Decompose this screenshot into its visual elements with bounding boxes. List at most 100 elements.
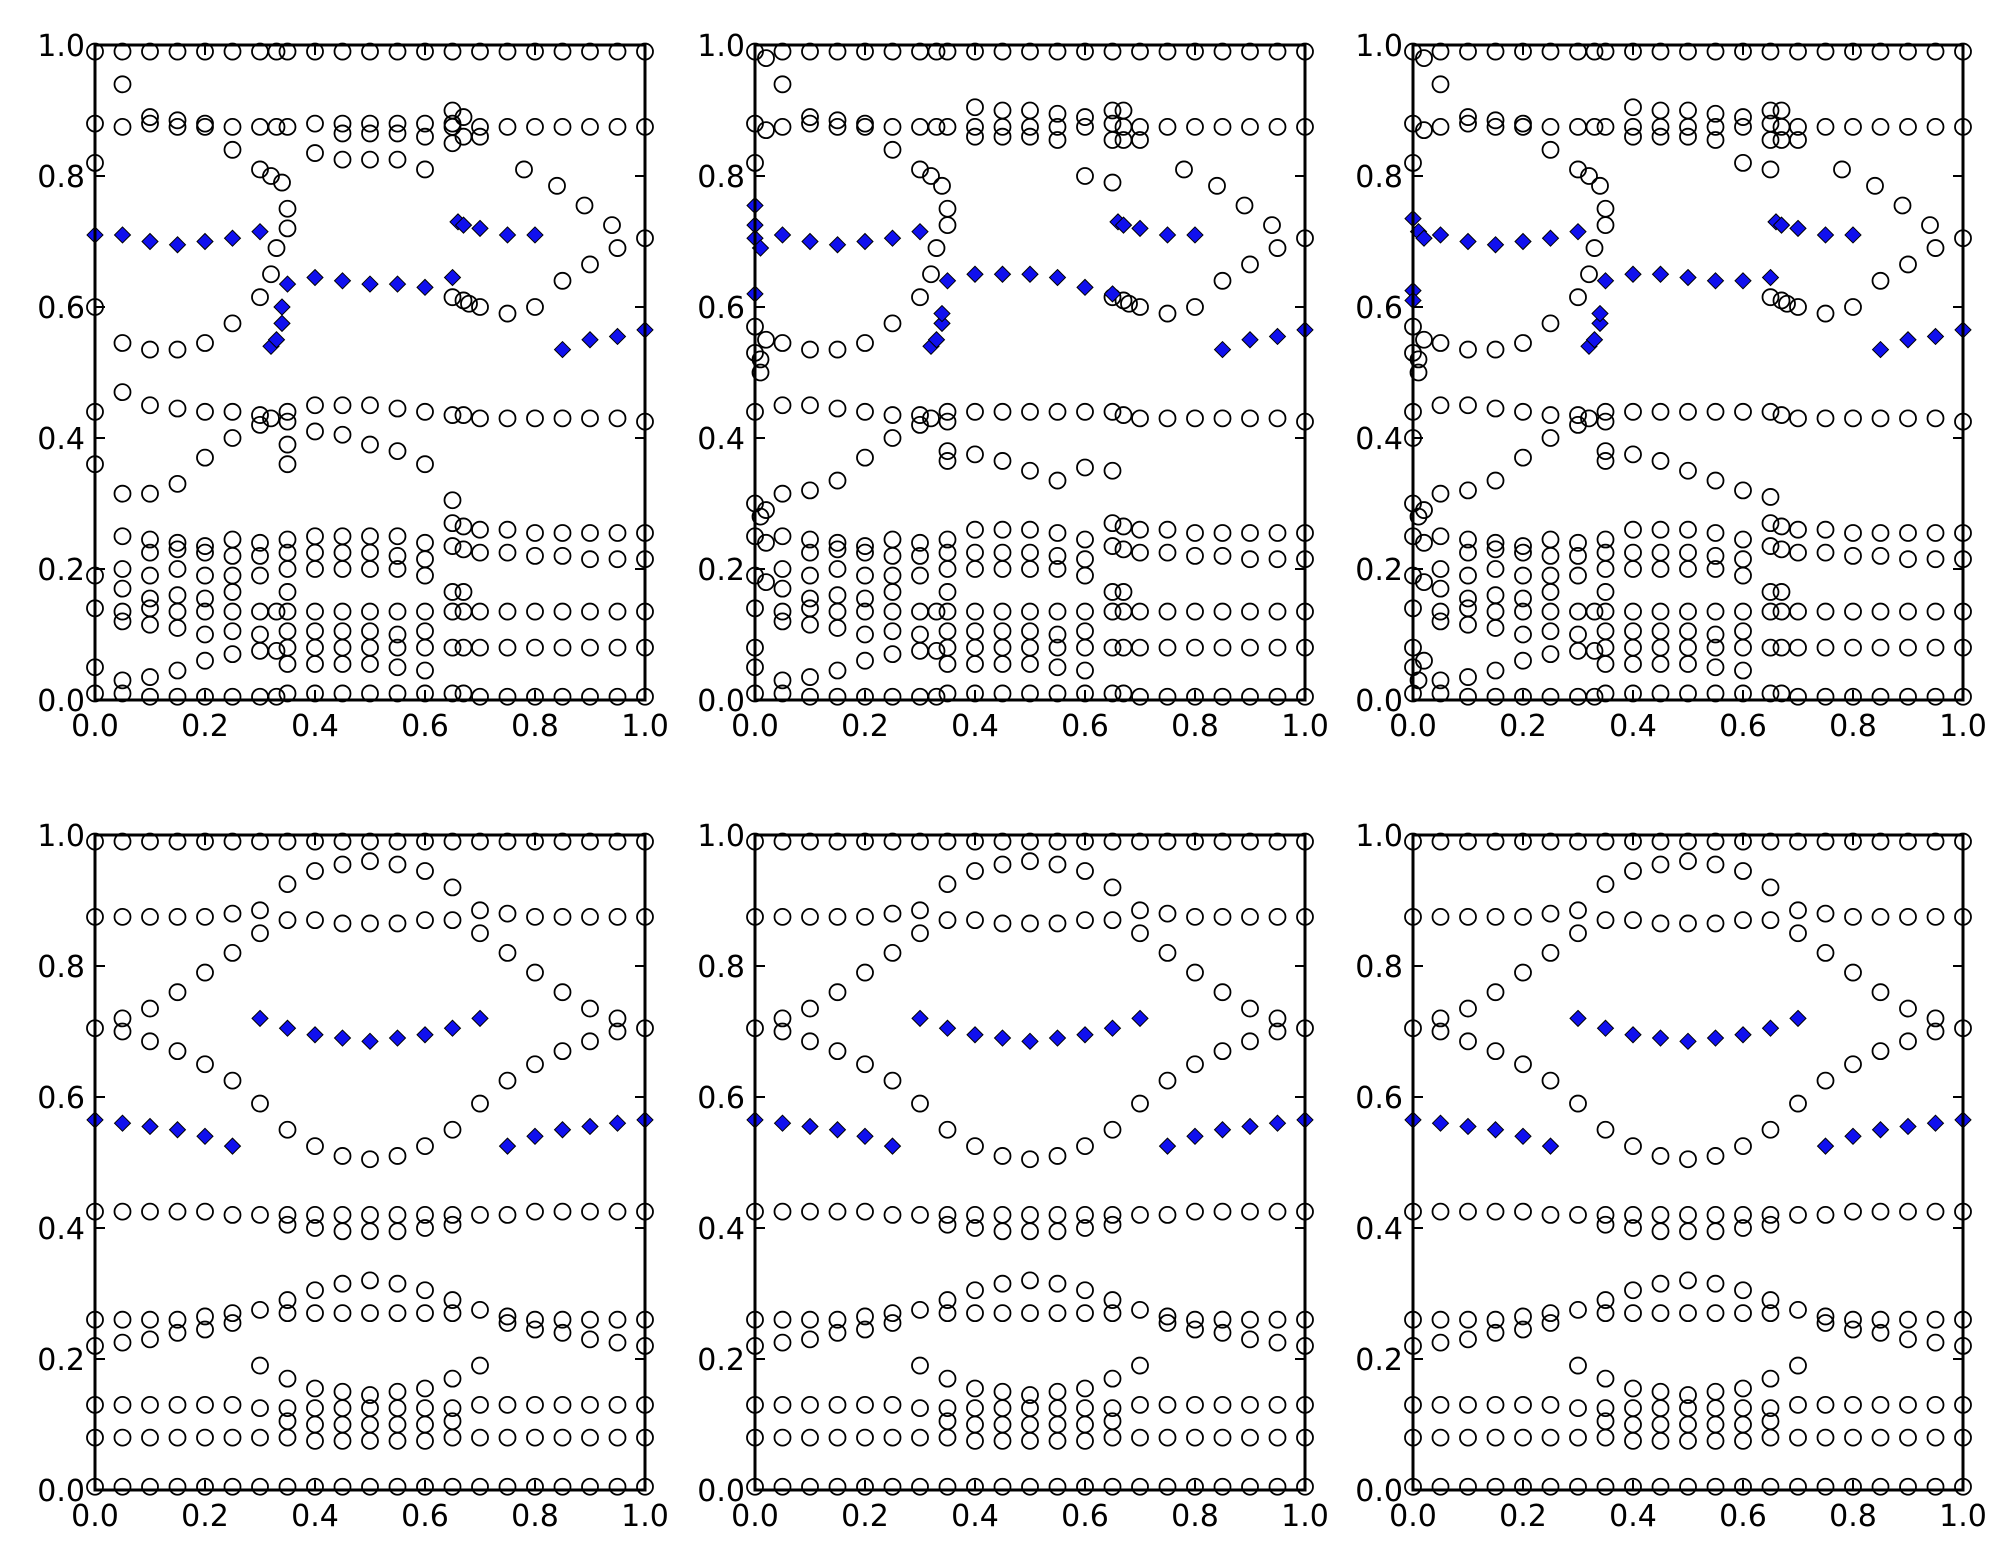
circle-point	[333, 1431, 352, 1450]
circle-point	[993, 655, 1012, 673]
y-tick-label: 1.0	[37, 29, 85, 64]
circle-point	[828, 1310, 847, 1329]
circle-point	[1569, 288, 1587, 307]
circle-point	[1926, 1310, 1945, 1329]
circle-point	[471, 1395, 489, 1414]
y-tick-label: 0.0	[1355, 684, 1403, 719]
circle-point	[1208, 176, 1226, 195]
circle-point	[306, 1379, 324, 1398]
circle-point	[273, 173, 291, 192]
circle-point	[443, 1477, 462, 1496]
circle-point	[1486, 687, 1505, 706]
circle-point	[141, 668, 159, 686]
circle-point	[1789, 1206, 1807, 1224]
circle-point	[1921, 216, 1939, 235]
circle-point	[1486, 540, 1505, 559]
circle-point	[1186, 409, 1204, 428]
circle-point	[141, 108, 159, 126]
circle-point	[938, 560, 957, 578]
circle-point	[333, 560, 352, 578]
diamond-point	[1844, 226, 1862, 244]
circle-point	[801, 1310, 819, 1329]
circle-point	[443, 1206, 462, 1224]
circle-point	[1076, 1281, 1094, 1300]
circle-point	[498, 1307, 517, 1326]
diamond-point	[196, 1127, 214, 1146]
circle-point	[1734, 1379, 1752, 1398]
circle-point	[1048, 547, 1067, 565]
circle-point	[1076, 458, 1094, 477]
circle-point	[1651, 560, 1670, 578]
diamond-point	[1158, 1137, 1177, 1155]
circle-point	[1871, 1395, 1890, 1414]
diamond-point	[1899, 1117, 1917, 1136]
circle-point	[1459, 1202, 1477, 1221]
circle-point	[608, 524, 627, 542]
circle-point	[526, 602, 544, 621]
circle-point	[1076, 1137, 1094, 1156]
diamond-point	[1541, 1137, 1560, 1155]
circle-point	[938, 911, 957, 930]
circle-point	[1459, 589, 1477, 608]
circle-point	[581, 1330, 599, 1349]
circle-point	[1459, 108, 1477, 126]
circle-point	[251, 1300, 269, 1319]
circle-point	[801, 687, 819, 706]
circle-point	[1175, 160, 1193, 179]
series-diamonds	[1404, 1009, 1972, 1155]
circle-point	[856, 114, 874, 133]
circle-point	[828, 1323, 847, 1342]
circle-point	[1761, 514, 1780, 533]
circle-point	[306, 560, 324, 578]
diamond-point	[416, 278, 434, 297]
circle-point	[113, 527, 132, 546]
circle-point	[1596, 560, 1615, 578]
circle-point	[333, 150, 352, 169]
circle-point	[498, 520, 517, 539]
circle-point	[526, 298, 544, 316]
x-tick-label: 0.4	[291, 1499, 339, 1534]
circle-point	[1596, 1428, 1615, 1447]
circle-point	[828, 533, 847, 552]
circle-point	[1431, 1333, 1450, 1352]
circle-point	[1706, 547, 1725, 565]
circle-point	[1679, 1477, 1697, 1496]
circle-point	[1158, 904, 1177, 923]
circle-point	[1048, 855, 1067, 874]
diamond-point	[1103, 1019, 1122, 1037]
circle-point	[278, 402, 297, 421]
circle-point	[1624, 117, 1642, 136]
circle-point	[1459, 999, 1477, 1018]
circle-point	[388, 150, 407, 169]
circle-point	[1624, 602, 1642, 621]
circle-point	[1871, 983, 1890, 1002]
circle-point	[801, 589, 819, 608]
circle-point	[1431, 334, 1450, 352]
circle-point	[278, 435, 297, 454]
circle-point	[1706, 104, 1725, 123]
diamond-point	[498, 1137, 517, 1155]
circle-point	[856, 1307, 874, 1326]
diamond-point	[1926, 327, 1945, 346]
circle-point	[361, 852, 379, 871]
circle-point	[1926, 1022, 1945, 1041]
series-circles	[746, 832, 1314, 1496]
circle-point	[1651, 855, 1670, 874]
circle-point	[1871, 117, 1890, 136]
subplot-bottom-middle: 0.0 0.2 0.4 0.6 0.8 1.0 0.0 0.2 0.4 0.6 0.8 1.0	[697, 819, 1329, 1534]
circle-point	[773, 484, 792, 503]
circle-point	[608, 117, 627, 136]
circle-point	[938, 442, 957, 461]
circle-point	[1816, 520, 1835, 539]
circle-point	[361, 1222, 379, 1241]
circle-point	[196, 625, 214, 644]
diamond-point	[1706, 272, 1725, 290]
diamond-point	[1624, 1026, 1642, 1044]
circle-point	[168, 619, 187, 637]
circle-point	[1734, 566, 1752, 585]
circle-point	[1241, 524, 1259, 542]
circle-point	[223, 622, 242, 641]
diamond-point	[1761, 268, 1780, 287]
circle-point	[856, 543, 874, 562]
circle-point	[1158, 638, 1177, 657]
